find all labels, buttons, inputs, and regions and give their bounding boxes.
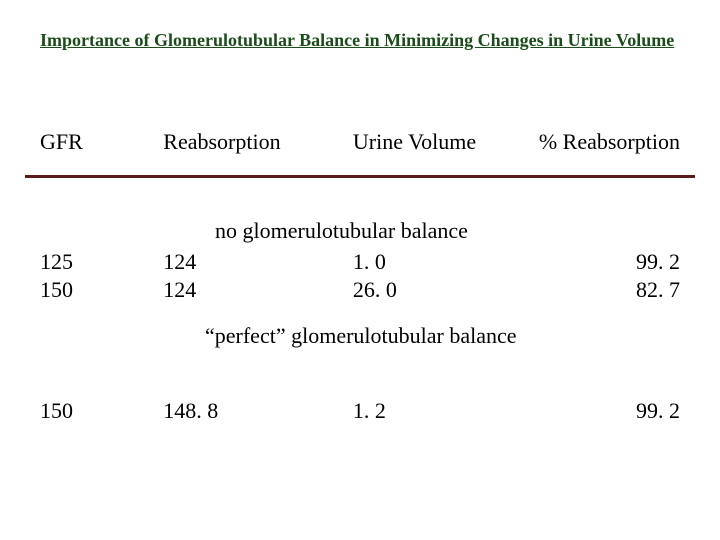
table-row: 150 148. 8 1. 2 99. 2 (25, 397, 695, 425)
cell-urine: 1. 2 (353, 397, 538, 425)
col-header-gfr: GFR (40, 129, 163, 155)
table-row: 125 124 1. 0 99. 2 (25, 248, 695, 276)
section-heading-perfect-balance: “perfect” glomerulotubular balance (25, 323, 695, 349)
cell-gfr: 125 (40, 248, 163, 276)
cell-gfr: 150 (40, 276, 163, 304)
cell-urine: 1. 0 (353, 248, 538, 276)
cell-reabs: 148. 8 (163, 397, 353, 425)
cell-pct: 82. 7 (538, 276, 680, 304)
cell-pct: 99. 2 (538, 248, 680, 276)
col-header-pct-reabs: % Reabsorption (538, 129, 680, 155)
table-row: 150 124 26. 0 82. 7 (25, 276, 695, 304)
data-table: GFR Reabsorption Urine Volume % Reabsorp… (25, 129, 695, 425)
cell-urine: 26. 0 (353, 276, 538, 304)
horizontal-rule (25, 175, 695, 178)
section-heading-no-balance: no glomerulotubular balance (25, 218, 695, 244)
cell-reabs: 124 (163, 248, 353, 276)
cell-pct: 99. 2 (538, 397, 680, 425)
table-header-row: GFR Reabsorption Urine Volume % Reabsorp… (25, 129, 695, 175)
slide-title: Importance of Glomerulotubular Balance i… (40, 30, 695, 51)
slide: Importance of Glomerulotubular Balance i… (0, 0, 720, 540)
col-header-urine-volume: Urine Volume (353, 129, 538, 155)
col-header-reabsorption: Reabsorption (163, 129, 353, 155)
cell-reabs: 124 (163, 276, 353, 304)
cell-gfr: 150 (40, 397, 163, 425)
